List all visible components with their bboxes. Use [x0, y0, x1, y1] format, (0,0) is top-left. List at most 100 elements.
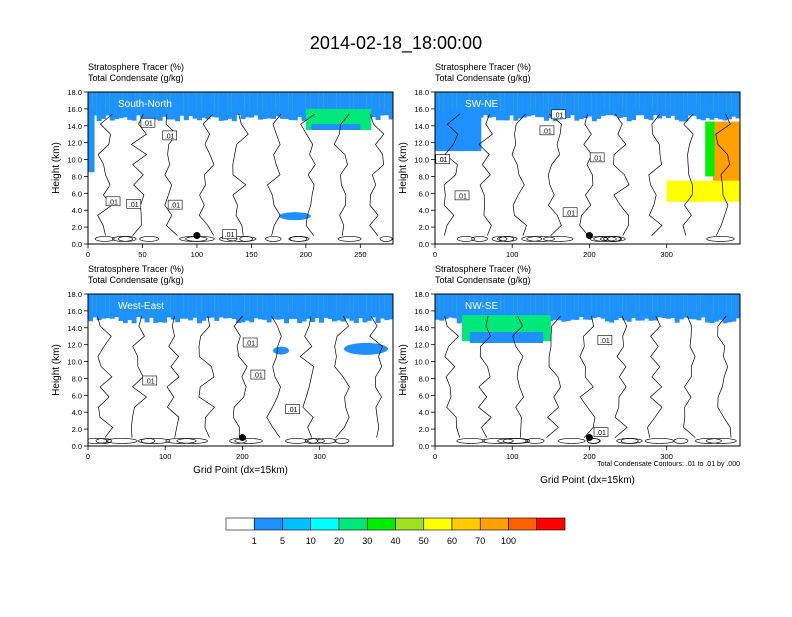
tracer-cell: [127, 294, 133, 321]
panel-subtitle-condensate: Total Condensate (g/kg): [88, 73, 184, 83]
tracer-cell: [257, 294, 263, 320]
tracer-cell: [692, 294, 698, 320]
y-tick-label: 4.0: [72, 408, 82, 417]
tracer-cell: [679, 294, 684, 320]
tracer-cell: [604, 294, 610, 322]
tracer-cell: [192, 294, 198, 318]
y-tick-label: 10.0: [67, 156, 82, 165]
tracer-cell: [144, 92, 150, 121]
tracer-cell: [144, 294, 150, 323]
tracer-cell: [231, 92, 237, 122]
tracer-cell: [683, 294, 689, 318]
tracer-cell: [166, 92, 172, 120]
y-tick-label: 18.0: [67, 290, 82, 299]
tracer-cell: [487, 294, 493, 318]
condensate-contour-line: [369, 113, 385, 236]
low-cloud-contour: [521, 236, 543, 242]
tracer-cell: [384, 92, 390, 116]
tracer-cell: [448, 294, 454, 318]
tracer-cell: [482, 294, 488, 324]
tracer-cell: [149, 92, 154, 119]
tracer-cell: [196, 92, 202, 121]
tracer-cell: [170, 92, 176, 120]
tracer-cell: [214, 294, 220, 321]
contour-label: .01: [288, 407, 298, 414]
tracer-cell: [240, 294, 246, 323]
tracer-cell: [332, 294, 337, 322]
tracer-fold-arm: [666, 180, 740, 202]
tracer-cell: [709, 294, 715, 324]
panel-top-left: .01 .01 .01 .01 .01 .01 0.0 2.0 4.0 6.0 8.0 10.0 12.…: [51, 62, 394, 259]
y-axis-label: Height (km): [51, 142, 62, 194]
tracer-cell: [722, 294, 728, 324]
tracer-cell: [388, 92, 393, 120]
y-tick-label: 8.0: [419, 374, 429, 383]
contour-label-box: [285, 404, 300, 414]
tracer-cell: [183, 92, 189, 121]
tracer-cell: [310, 294, 316, 323]
tracer-cell: [435, 294, 440, 320]
tracer-cell: [240, 92, 246, 120]
tracer-cell: [491, 294, 497, 320]
tracer-field: [88, 294, 393, 446]
tracer-cell: [288, 92, 294, 121]
colorbar-swatch: [225, 517, 255, 531]
y-tick-label: 6.0: [72, 189, 82, 198]
condensate-contour-line: [648, 113, 663, 236]
colorbar-swatch: [536, 517, 566, 531]
y-tick-label: 8.0: [419, 172, 429, 181]
tracer-cell: [262, 294, 268, 320]
contour-label: .01: [129, 202, 139, 209]
tracer-cell: [271, 294, 276, 319]
tracer-cell: [439, 92, 445, 119]
tracer-cell: [122, 92, 128, 118]
condensate-contour-line: [333, 113, 350, 236]
tracer-cell: [478, 294, 484, 321]
condensate-contour-line: [614, 315, 628, 438]
y-tick-label: 0.0: [419, 442, 429, 451]
low-cloud-contour: [139, 236, 160, 242]
y-tick-label: 2.0: [419, 223, 429, 232]
tracer-cell: [474, 92, 480, 116]
y-tick-label: 2.0: [419, 425, 429, 434]
tracer-cell: [314, 294, 320, 319]
tracer-cell: [362, 294, 368, 323]
y-tick-label: 16.0: [414, 105, 429, 114]
tracer-cell: [349, 294, 355, 321]
tracer-cell: [726, 294, 732, 323]
tracer-cell: [578, 294, 584, 318]
tracer-cell: [465, 294, 471, 322]
low-cloud-contour: [229, 438, 247, 444]
tracer-cell: [561, 294, 567, 322]
location-marker: [585, 232, 593, 240]
condensate-contour-line: [613, 113, 630, 236]
tracer-cell: [478, 92, 484, 118]
x-tick-label: 250: [354, 250, 367, 259]
tracer-cell: [639, 92, 645, 116]
contour-label-box: [454, 190, 470, 201]
tracer-cell: [570, 92, 576, 116]
y-tick-label: 10.0: [414, 156, 429, 165]
condensate-contour-line: [683, 315, 696, 438]
colorbar-swatch: [508, 517, 538, 531]
tracer-cell: [332, 92, 337, 117]
y-tick-label: 2.0: [72, 223, 82, 232]
tracer-cell: [517, 294, 523, 319]
tracer-cell: [692, 92, 698, 116]
tracer-cell: [384, 294, 390, 321]
low-cloud-contour: [705, 438, 737, 444]
tracer-cell: [718, 92, 724, 120]
tracer-cell: [456, 92, 462, 119]
condensate-contour-line: [232, 113, 249, 236]
x-tick-label: 100: [159, 452, 172, 461]
tracer-cell: [118, 92, 124, 119]
tracer-cell: [301, 92, 307, 121]
tracer-cell: [297, 92, 303, 117]
tracer-cell: [557, 92, 562, 120]
tracer-blob: [278, 212, 311, 221]
tracer-fold-edge: [705, 121, 715, 177]
low-cloud-contour: [599, 236, 626, 242]
condensate-contour-line: [232, 315, 248, 438]
contour-label: .01: [170, 203, 180, 210]
